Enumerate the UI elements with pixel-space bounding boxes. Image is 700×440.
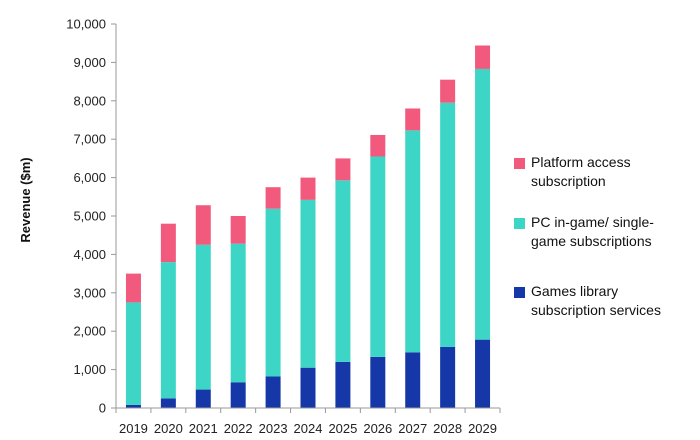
x-tick-label: 2024: [294, 421, 323, 436]
bar-segment: [300, 177, 316, 200]
axes: [115, 24, 500, 409]
y-tick-label: 6,000: [73, 170, 106, 185]
bar-segment: [125, 302, 141, 405]
bar-segment: [335, 361, 351, 408]
legend: Platform access subscription PC in-game/ s…: [514, 154, 661, 318]
bar-segment: [230, 382, 246, 408]
y-ticks: 0 1,000 2,000 3,000 4,000 5,000 6,000 7,000 8,00…: [66, 17, 116, 416]
bar-segment: [125, 404, 141, 408]
bars: [125, 45, 491, 408]
bar-segment: [405, 130, 421, 353]
bar-segment: [370, 356, 386, 408]
y-tick-label: 8,000: [73, 93, 106, 108]
legend-label: PC in-game/ single-: [531, 214, 654, 230]
x-tick-label: 2026: [363, 421, 392, 436]
x-tick-label: 2022: [224, 421, 253, 436]
bar-segment: [370, 156, 386, 357]
bar-segment: [405, 352, 421, 408]
bar-segment: [335, 180, 351, 362]
x-ticks: 2019 2020 2021 2022 2023 2024 2025 2026 2027 2028…: [115, 408, 501, 436]
legend-swatch: [514, 158, 525, 169]
y-axis-label: Revenue ($m): [18, 157, 33, 242]
y-tick-label: 3,000: [73, 285, 106, 300]
bar-segment: [265, 208, 281, 377]
bar-segment: [125, 273, 141, 303]
bar-segment: [265, 187, 281, 209]
legend-label: subscription: [531, 173, 606, 189]
y-tick-label: 1,000: [73, 362, 106, 377]
bar-segment: [300, 367, 316, 408]
x-tick-label: 2029: [468, 421, 497, 436]
bar-segment: [440, 346, 456, 408]
y-tick-label: 5,000: [73, 209, 106, 224]
legend-swatch: [514, 218, 525, 229]
legend-label: Platform access: [531, 154, 631, 170]
bar-segment: [160, 262, 176, 399]
bar-segment: [440, 102, 456, 347]
bar-segment: [475, 339, 491, 408]
bar-segment: [160, 398, 176, 408]
bar-segment: [370, 134, 386, 157]
bar-segment: [160, 223, 176, 263]
legend-label: Games library: [531, 283, 618, 299]
y-axis-label-group: Revenue ($m): [18, 157, 33, 242]
x-tick-label: 2027: [398, 421, 427, 436]
legend-label: subscription services: [531, 302, 661, 318]
y-tick-label: 10,000: [66, 17, 106, 32]
x-tick-label: 2019: [119, 421, 148, 436]
y-tick-label: 9,000: [73, 55, 106, 70]
bar-segment: [405, 108, 421, 131]
bar-segment: [195, 205, 211, 245]
bar-segment: [440, 79, 456, 103]
y-tick-label: 2,000: [73, 324, 106, 339]
bar-segment: [475, 68, 491, 340]
bar-segment: [230, 243, 246, 383]
y-tick-label: 7,000: [73, 132, 106, 147]
x-tick-label: 2020: [154, 421, 183, 436]
x-tick-label: 2021: [189, 421, 218, 436]
legend-label: game subscriptions: [531, 233, 652, 249]
bar-segment: [230, 216, 246, 244]
x-tick-label: 2028: [433, 421, 462, 436]
bar-segment: [265, 376, 281, 408]
y-tick-label: 4,000: [73, 247, 106, 262]
x-tick-label: 2025: [328, 421, 357, 436]
y-tick-label: 0: [99, 401, 106, 416]
bar-segment: [300, 199, 316, 368]
bar-segment: [335, 158, 351, 181]
x-tick-label: 2023: [259, 421, 288, 436]
bar-segment: [195, 389, 211, 408]
bar-segment: [195, 244, 211, 390]
bar-segment: [475, 45, 491, 69]
legend-swatch: [514, 287, 525, 298]
